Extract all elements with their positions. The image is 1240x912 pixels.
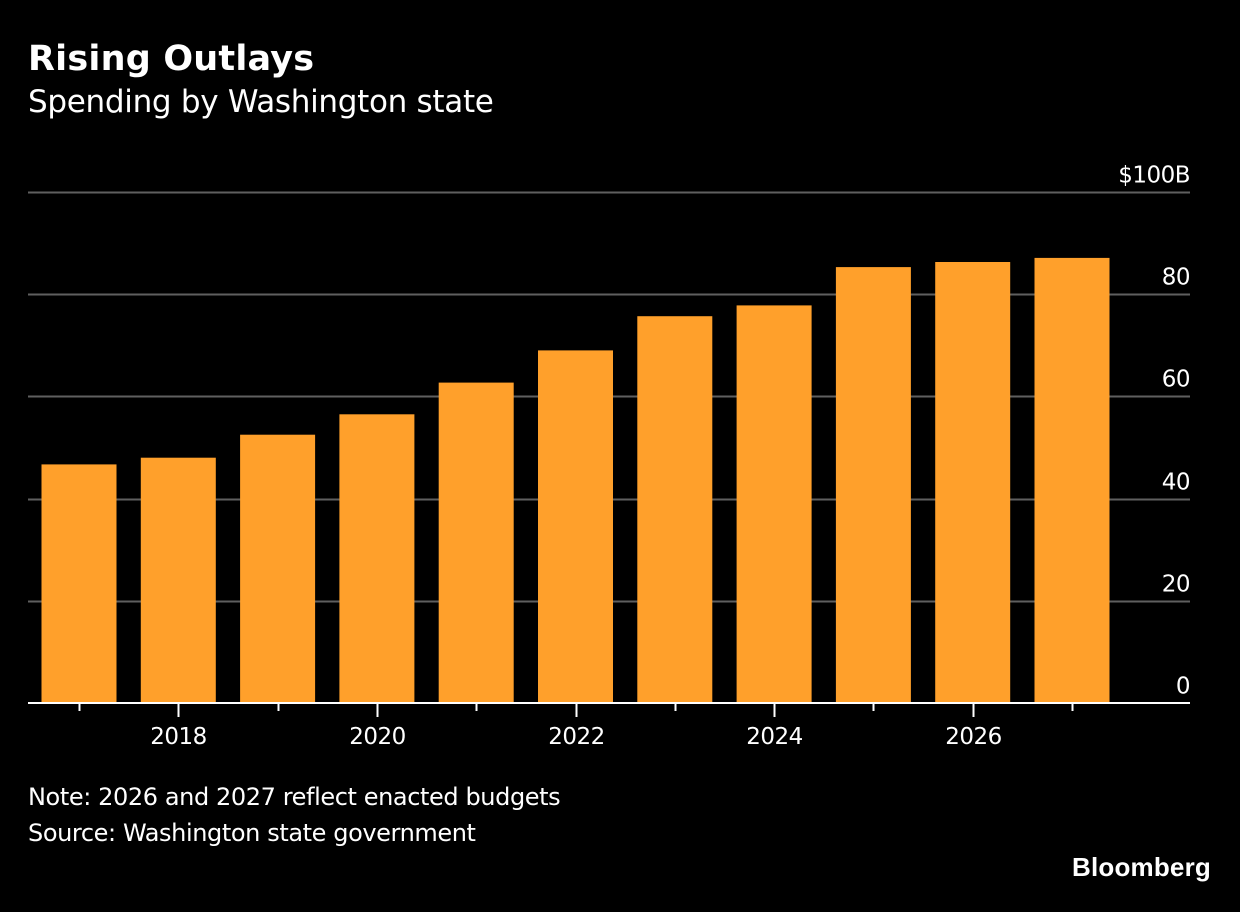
chart-title: Rising Outlays [28, 39, 315, 79]
bar-2024 [736, 305, 812, 703]
x-tick-label: 2022 [548, 724, 605, 750]
bar-2025 [835, 267, 911, 703]
y-tick-label: 80 [1162, 265, 1190, 291]
bar-2022 [538, 350, 613, 703]
x-axis: 2018 2020 2022 2024 2026 [28, 702, 1190, 750]
bar-2023 [637, 316, 713, 703]
chart-subtitle: Spending by Washington state [28, 84, 494, 120]
bar-2021 [438, 382, 514, 703]
bloomberg-logo: Bloomberg [1071, 852, 1211, 882]
bar-2017 [41, 464, 117, 703]
x-tick-label: 2018 [150, 724, 207, 750]
x-tick-label: 2026 [945, 724, 1002, 750]
y-tick-label: 20 [1162, 572, 1190, 598]
bar-2027 [1034, 257, 1110, 703]
x-tick-label: 2020 [349, 724, 406, 750]
x-tick-label: 2024 [746, 724, 803, 750]
y-tick-label: 60 [1162, 367, 1190, 393]
y-axis: 0 20 40 60 80 $100B [1118, 163, 1190, 700]
bar-2026 [935, 262, 1011, 703]
bar-2019 [240, 434, 316, 703]
bar-2020 [339, 414, 415, 703]
y-tick-label: 0 [1176, 674, 1190, 700]
y-tick-label: 40 [1162, 470, 1190, 496]
chart-source: Source: Washington state government [28, 819, 476, 847]
bar-2018 [140, 457, 216, 703]
chart-note: Note: 2026 and 2027 reflect enacted budg… [28, 783, 561, 811]
bars [41, 257, 1110, 703]
y-tick-label: $100B [1118, 163, 1190, 189]
